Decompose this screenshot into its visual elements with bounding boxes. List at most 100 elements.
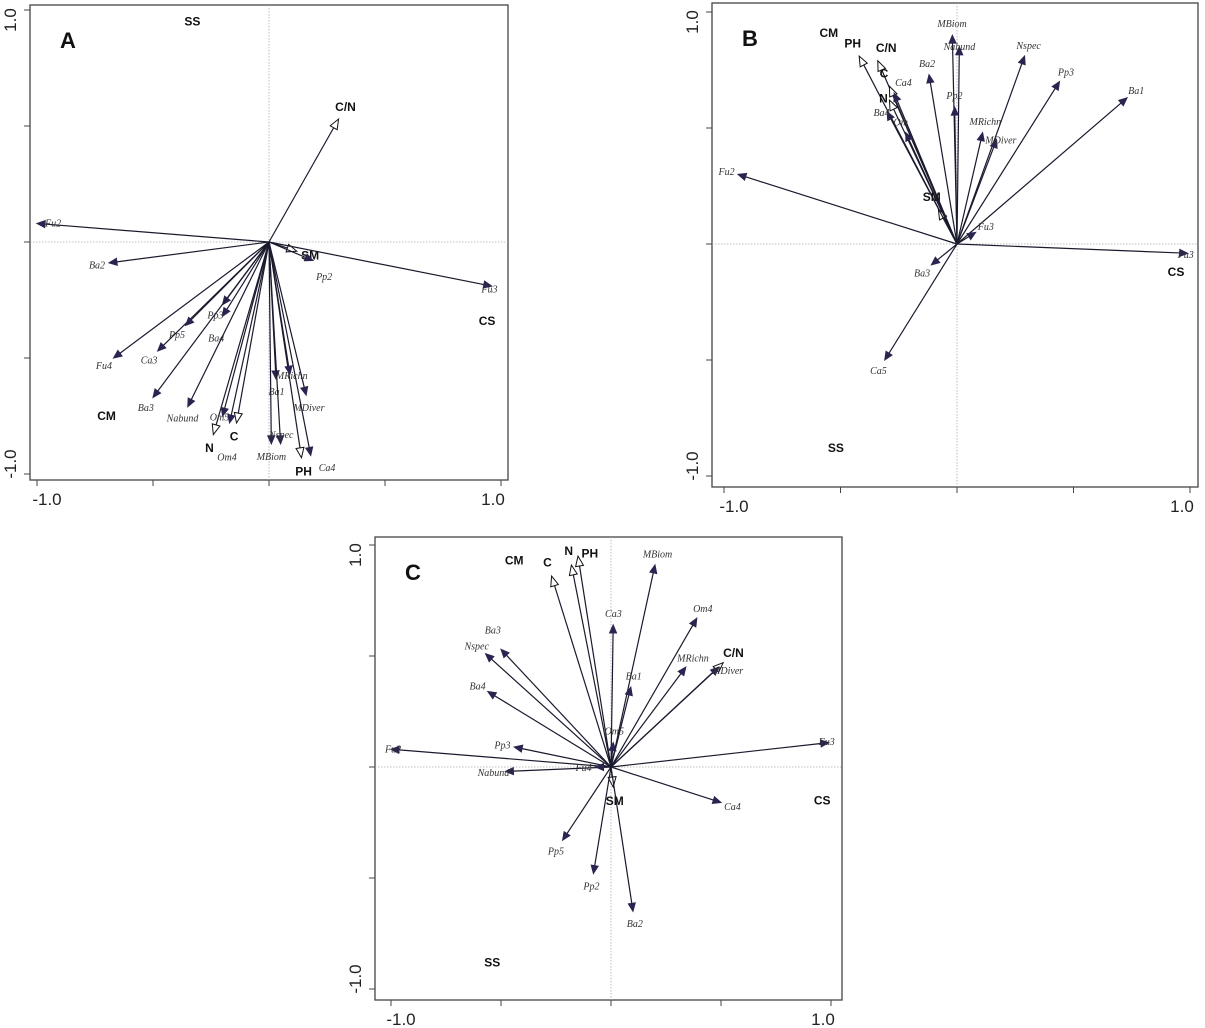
species-label: Fu3 <box>480 284 497 295</box>
x-tick-label: 1.0 <box>481 490 505 509</box>
species-arrowhead <box>271 370 280 381</box>
env-label: C <box>230 430 239 444</box>
species-vector <box>226 241 270 310</box>
species-arrowhead <box>275 435 285 446</box>
species-arrowhead <box>950 105 960 116</box>
species-arrowhead <box>624 685 633 697</box>
species-vector <box>116 241 270 263</box>
species-vector <box>745 176 958 245</box>
species-arrowhead <box>594 762 605 772</box>
species-arrowhead <box>688 617 698 628</box>
species-vector <box>908 139 958 245</box>
y-tick-label: 1.0 <box>1 8 20 32</box>
species-arrowhead <box>561 830 571 842</box>
species-arrowhead <box>107 257 118 267</box>
species-label: Pp2 <box>945 91 962 102</box>
species-label: Fu2 <box>44 218 61 229</box>
species-label: Nspec <box>463 642 489 653</box>
species-arrowhead <box>893 92 902 103</box>
centroid-label: CM <box>820 26 839 40</box>
centroid-label: CS <box>479 314 496 328</box>
species-arrowhead <box>156 342 167 352</box>
species-arrowhead <box>187 397 196 408</box>
centroid-label: CS <box>814 793 831 807</box>
species-vector <box>610 694 630 768</box>
panel-a: -1.0 1.01.0-1.0AC/NSMNCPHFu2Ba2Fu4Ca3Pp5P… <box>1 4 509 509</box>
species-label: Ca3 <box>141 355 158 366</box>
species-label: Om4 <box>217 453 236 464</box>
species-label: Ca4 <box>895 78 912 89</box>
x-tick-label: 1.0 <box>811 1010 835 1028</box>
species-vector <box>610 632 614 768</box>
env-vector <box>215 241 270 426</box>
env-label: C/N <box>723 646 744 660</box>
env-label: N <box>205 441 214 455</box>
species-arrowhead <box>504 766 515 776</box>
species-label: Nspec <box>1015 41 1041 52</box>
species-label: Fu3 <box>977 222 994 233</box>
species-label: Ba2 <box>89 260 105 271</box>
species-arrowhead <box>389 745 400 755</box>
env-vector <box>237 241 270 414</box>
x-tick-label: -1.0 <box>719 497 748 516</box>
species-arrowhead <box>989 138 998 150</box>
species-arrowhead <box>926 73 935 84</box>
species-label: Fu3 <box>818 737 835 748</box>
species-vector <box>398 749 612 768</box>
species-arrowhead <box>486 690 498 700</box>
env-label: PH <box>581 546 598 560</box>
species-label: Ba4 <box>208 333 224 344</box>
env-arrowhead <box>295 446 305 460</box>
species-label: Pp3 <box>1057 67 1074 78</box>
species-arrowhead <box>221 306 231 318</box>
species-arrowhead <box>709 666 720 677</box>
species-label: Ba3 <box>914 268 930 279</box>
species-label: Pp3 <box>206 310 223 321</box>
species-arrowhead <box>905 131 914 143</box>
species-arrowhead <box>220 406 229 418</box>
species-arrowhead <box>736 172 748 182</box>
species-arrowhead <box>966 231 977 241</box>
species-vector <box>494 695 612 768</box>
species-vector <box>956 54 960 245</box>
species-vector <box>521 748 612 768</box>
species-vector <box>956 88 1056 245</box>
species-arrowhead <box>649 563 658 575</box>
species-label: Ba2 <box>919 59 935 70</box>
species-label: Ba2 <box>627 919 643 930</box>
species-arrowhead <box>484 652 495 663</box>
species-label: Nabund <box>477 768 511 779</box>
species-label: Ba4 <box>470 681 486 692</box>
species-vector <box>513 766 612 772</box>
species-label: MDiver <box>711 666 743 677</box>
species-label: Ca4 <box>319 463 336 474</box>
species-vector <box>610 742 821 768</box>
species-label: Pp3 <box>493 741 510 752</box>
panel-label: B <box>742 26 758 51</box>
species-arrowhead <box>677 666 687 677</box>
species-label: MDiver <box>984 135 1016 146</box>
species-arrowhead <box>303 253 315 262</box>
species-vector <box>610 672 714 768</box>
species-arrowhead <box>976 131 985 142</box>
species-label: Fu2 <box>384 744 401 755</box>
species-arrowhead <box>590 864 599 875</box>
species-vector <box>956 236 970 245</box>
species-label: Ba4 <box>873 108 889 119</box>
species-label: Ca3 <box>605 609 622 620</box>
species-vector <box>888 243 958 354</box>
species-vector <box>268 241 272 436</box>
species-arrowhead <box>930 256 941 266</box>
env-arrowhead <box>568 563 579 577</box>
env-label: N <box>564 544 573 558</box>
env-vector <box>553 585 612 768</box>
x-tick-label: -1.0 <box>32 490 61 509</box>
env-vector <box>268 127 335 243</box>
species-vector <box>190 241 270 400</box>
env-arrowhead <box>211 423 221 436</box>
env-arrowhead <box>877 59 887 73</box>
species-vector <box>506 654 612 768</box>
species-vector <box>224 241 270 409</box>
species-vector <box>119 241 270 354</box>
